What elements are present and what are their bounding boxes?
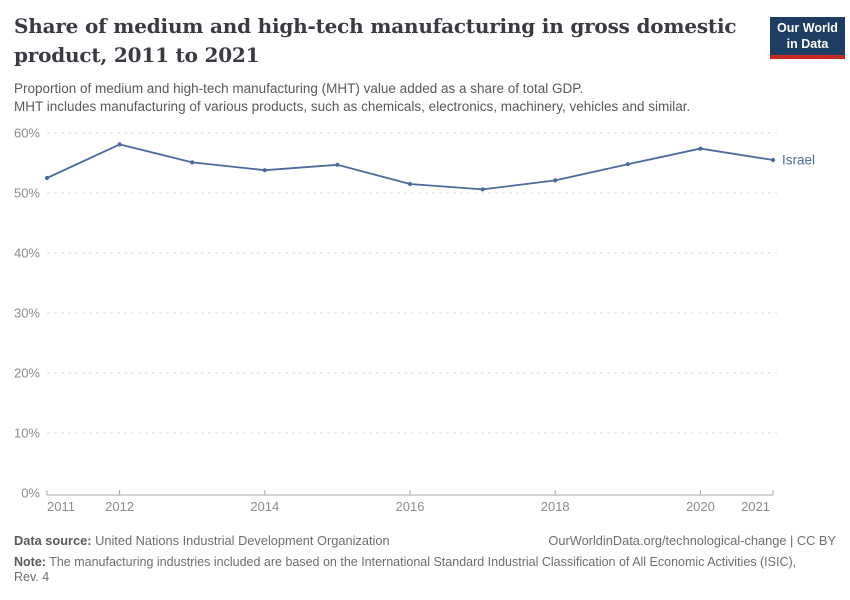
data-source-line: Data source: United Nations Industrial D… [14, 533, 390, 548]
x-axis-label: 2018 [541, 499, 570, 514]
data-point[interactable] [480, 187, 485, 192]
y-axis-label: 50% [14, 186, 40, 201]
data-point[interactable] [698, 146, 703, 151]
y-axis-label: 20% [14, 366, 40, 381]
x-axis-label: 2020 [686, 499, 715, 514]
x-axis-label: 2016 [396, 499, 425, 514]
footer-links: OurWorldinData.org/technological-change … [548, 533, 836, 548]
y-axis-label: 30% [14, 306, 40, 321]
x-axis-label: 2011 [47, 499, 75, 514]
owid-url-link[interactable]: OurWorldinData.org/technological-change [548, 533, 787, 548]
data-point[interactable] [335, 162, 340, 167]
footer-separator: | [786, 533, 797, 548]
x-axis-label: 2021 [741, 499, 770, 514]
data-point[interactable] [625, 162, 630, 167]
note-value: The manufacturing industries included ar… [14, 555, 797, 584]
data-point[interactable] [190, 160, 195, 165]
data-point[interactable] [553, 178, 558, 183]
data-point[interactable] [407, 181, 413, 187]
y-axis-label: 40% [14, 246, 40, 261]
series-label-israel[interactable]: Israel [782, 153, 815, 168]
y-axis-label: 60% [14, 126, 40, 141]
data-point[interactable] [44, 175, 50, 181]
data-source-label: Data source: [14, 533, 92, 548]
chart-title: Share of medium and high-tech manufactur… [14, 14, 737, 67]
note-label: Note: [14, 555, 46, 569]
data-point[interactable] [770, 157, 776, 163]
data-point[interactable] [117, 142, 122, 147]
y-axis-label: 0% [21, 486, 40, 501]
owid-logo[interactable]: Our World in Data [770, 17, 845, 59]
chart-subtitle: Proportion of medium and high-tech manuf… [14, 81, 691, 114]
y-axis-label: 10% [14, 426, 40, 441]
x-axis-label: 2012 [105, 499, 134, 514]
note-line: Note: The manufacturing industries inclu… [14, 555, 838, 584]
x-axis-label: 2014 [250, 499, 279, 514]
license-link[interactable]: CC BY [796, 533, 836, 548]
data-source-value[interactable]: United Nations Industrial Development Or… [95, 533, 390, 548]
data-point[interactable] [262, 168, 267, 173]
